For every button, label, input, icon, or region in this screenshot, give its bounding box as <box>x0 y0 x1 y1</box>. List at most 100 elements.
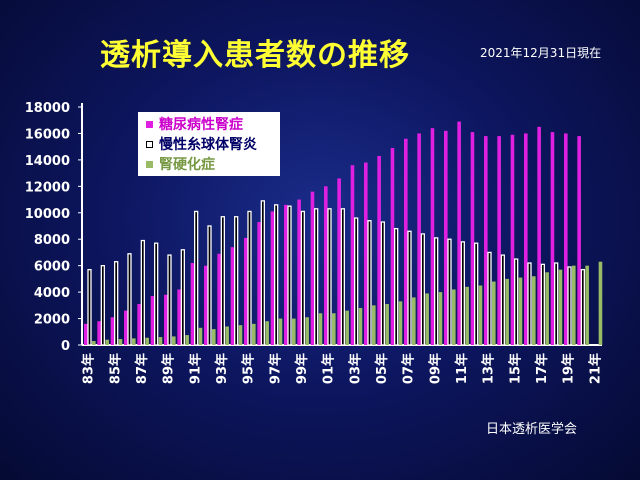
bar-nephrosclerosis <box>532 276 536 345</box>
bar-nephrosclerosis <box>358 307 363 345</box>
bar-nephrosclerosis <box>332 313 336 345</box>
bar-nephrosclerosis <box>225 326 229 345</box>
bar-diabetes <box>377 155 381 345</box>
bar-glomerulonephritis <box>274 204 279 346</box>
bar-nephrosclerosis <box>172 336 176 345</box>
bar-diabetes <box>550 132 555 345</box>
bar-nephrosclerosis <box>438 292 443 345</box>
bar-diabetes <box>510 134 515 345</box>
x-tick-label: 17年 <box>534 353 550 384</box>
legend-swatch-glomerulonephritis <box>146 140 153 148</box>
bar-nephrosclerosis <box>385 304 389 345</box>
bar-nephrosclerosis <box>412 297 416 345</box>
bar-glomerulonephritis <box>287 205 292 346</box>
bar-glomerulonephritis <box>127 253 132 346</box>
y-tick-label: 12000 <box>25 180 70 195</box>
bar-diabetes <box>564 133 568 345</box>
bar-diabetes <box>577 136 581 345</box>
bar-nephrosclerosis <box>92 341 96 345</box>
bar-glomerulonephritis <box>154 242 159 346</box>
bar-diabetes <box>350 165 355 345</box>
y-tick-label: 6000 <box>34 260 70 275</box>
legend-label-nephrosclerosis: 腎硬化症 <box>159 157 215 173</box>
bar-nephrosclerosis <box>425 293 429 345</box>
bar-nephrosclerosis <box>118 339 123 345</box>
bar-nephrosclerosis <box>398 301 403 345</box>
x-tick-label: 15年 <box>507 353 523 384</box>
bar-diabetes <box>217 253 221 345</box>
x-tick-label: 83年 <box>81 353 97 384</box>
bar-glomerulonephritis <box>300 210 305 346</box>
bar-glomerulonephritis <box>447 238 452 346</box>
x-tick-label: 87年 <box>134 353 150 384</box>
bar-diabetes <box>537 126 541 345</box>
bar-nephrosclerosis <box>505 278 509 345</box>
bar-diabetes <box>164 294 168 345</box>
bar-glomerulonephritis <box>567 266 572 346</box>
bar-glomerulonephritis <box>194 210 199 346</box>
x-tick-label: 05年 <box>374 353 390 384</box>
bar-diabetes <box>457 121 461 346</box>
y-tick-label: 8000 <box>34 233 70 248</box>
x-tick-label: 21年 <box>587 353 603 384</box>
bar-diabetes <box>270 211 275 345</box>
bar-glomerulonephritis <box>260 200 265 346</box>
bar-nephrosclerosis <box>212 329 216 345</box>
bar-nephrosclerosis <box>252 323 256 345</box>
bar-glomerulonephritis <box>207 225 212 346</box>
x-tick-label: 13年 <box>481 353 497 384</box>
legend-swatch-nephrosclerosis <box>146 160 153 168</box>
bar-diabetes <box>230 247 235 345</box>
bar-glomerulonephritis <box>314 208 319 346</box>
bar-diabetes <box>470 132 475 345</box>
x-tick-label: 03年 <box>347 353 363 384</box>
bar-nephrosclerosis <box>185 335 189 345</box>
bar-nephrosclerosis <box>305 317 309 345</box>
bar-diabetes <box>524 133 528 345</box>
bar-glomerulonephritis <box>247 210 252 346</box>
legend-label-glomerulonephritis: 慢性糸球体腎炎 <box>159 137 257 153</box>
legend-item-glomerulonephritis: 慢性糸球体腎炎 <box>146 135 257 153</box>
source-credit: 日本透析医学会 <box>486 422 578 437</box>
bar-diabetes <box>484 136 488 345</box>
y-tick-label: 4000 <box>34 286 70 301</box>
chart-title: 透析導入患者数の推移 <box>100 38 410 73</box>
bar-nephrosclerosis <box>292 318 296 345</box>
bar-glomerulonephritis <box>500 254 505 346</box>
y-tick-label: 10000 <box>25 207 70 222</box>
bar-glomerulonephritis <box>380 221 385 346</box>
chart-legend: 糖尿病性腎症 慢性糸球体腎炎 腎硬化症 <box>138 112 280 176</box>
x-tick-label: 89年 <box>161 353 177 384</box>
bar-nephrosclerosis <box>238 325 243 345</box>
date-note: 2021年12月31日現在 <box>480 46 602 60</box>
bar-nephrosclerosis <box>558 269 563 345</box>
bar-diabetes <box>417 133 421 345</box>
bar-nephrosclerosis <box>585 265 589 345</box>
bar-glomerulonephritis <box>234 216 239 346</box>
bar-nephrosclerosis <box>198 327 203 345</box>
bar-glomerulonephritis <box>327 208 332 346</box>
bar-nephrosclerosis <box>598 261 603 345</box>
x-tick-label: 01年 <box>321 353 337 384</box>
bar-nephrosclerosis <box>478 285 483 345</box>
bar-glomerulonephritis <box>394 227 399 346</box>
x-tick-label: 19年 <box>561 353 577 384</box>
bar-glomerulonephritis <box>434 237 439 346</box>
bar-glomerulonephritis <box>367 220 372 346</box>
bar-diabetes <box>324 186 328 345</box>
bar-glomerulonephritis <box>527 262 532 346</box>
x-tick-label: 91年 <box>187 353 203 384</box>
bar-diabetes <box>404 138 408 345</box>
legend-item-diabetes: 糖尿病性腎症 <box>146 115 243 133</box>
bar-nephrosclerosis <box>372 305 376 345</box>
bar-diabetes <box>110 317 115 345</box>
x-tick-label: 99年 <box>294 353 310 384</box>
bar-glomerulonephritis <box>140 239 145 346</box>
bar-nephrosclerosis <box>105 339 109 345</box>
bar-diabetes <box>257 222 261 345</box>
bar-glomerulonephritis <box>340 208 345 346</box>
x-tick-label: 11年 <box>454 353 470 384</box>
bar-diabetes <box>244 237 248 345</box>
bar-diabetes <box>430 128 435 345</box>
